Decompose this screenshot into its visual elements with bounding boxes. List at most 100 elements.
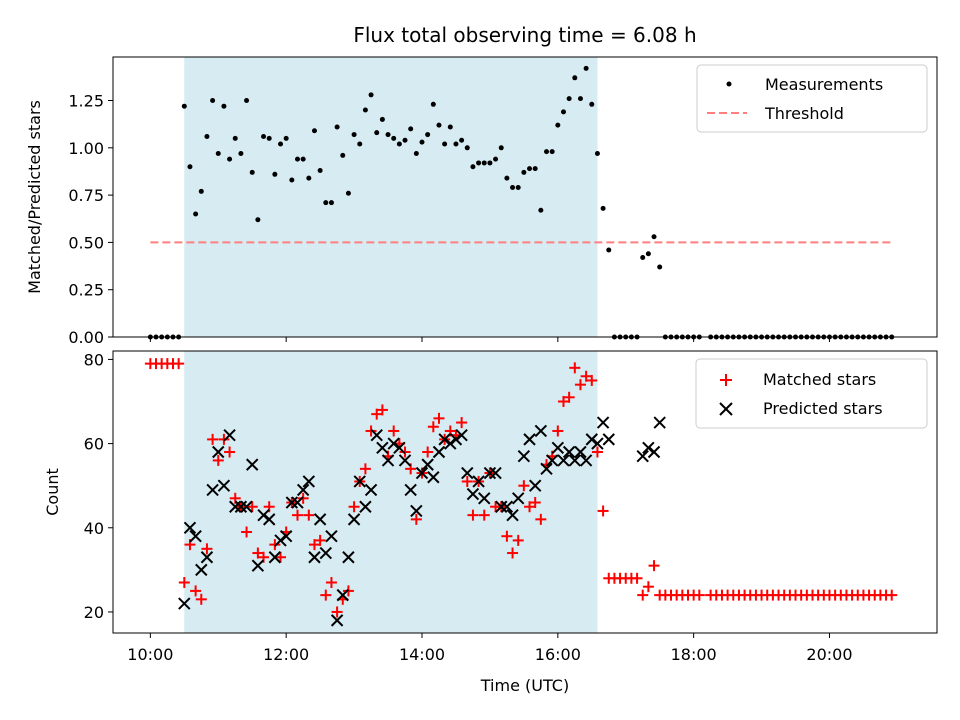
measurement-point [544,149,550,155]
measurement-point [594,150,600,156]
matched-star-point [348,501,360,513]
predicted-star-point [342,551,355,564]
x-stroke [381,454,395,467]
predicted-star-point [381,454,395,467]
x-stroke [410,504,423,518]
predicted-star-point [234,500,248,513]
predicted-star-point [274,534,287,547]
bottom-legend-box [695,358,928,429]
matched-star-point [410,513,422,525]
matched-star-point [478,509,490,521]
matched-star-point [314,534,326,546]
predicted-star-point [393,441,406,455]
x-stroke [568,454,582,467]
matched-star-point [427,421,439,433]
measurement-point [266,135,272,141]
measurement-point [227,156,233,162]
x-stroke [291,496,304,509]
x-stroke [387,437,400,450]
measurement-point [487,160,493,166]
x-tick-label: 18:00 [671,645,717,664]
matched-star-point [637,589,649,601]
measurement-point [425,132,431,138]
measurement-point [249,169,255,175]
measurement-point [283,135,289,141]
x-stroke [562,445,576,459]
legend-measurements-marker [726,81,732,87]
predicted-star-point [461,466,474,480]
matched-star-point [557,396,569,408]
y-tick-label: 0.50 [68,233,104,252]
x-stroke [427,471,440,484]
predicted-star-point [200,551,214,564]
x-tick-label: 10:00 [127,645,173,664]
x-stroke [528,479,542,492]
x-stroke [421,458,434,471]
measurement-point [651,234,657,240]
predicted-star-point [353,475,366,488]
x-stroke [438,433,451,446]
predicted-star-point [415,466,429,480]
matched-star-point [580,370,592,382]
x-stroke [653,416,666,429]
measurement-point [606,247,612,253]
predicted-star-point [262,513,276,526]
measurement-point [532,166,538,172]
matched-star-point [569,362,581,374]
measurement-point [515,185,521,191]
predicted-star-point [478,492,491,505]
matched-star-point [325,576,337,588]
matched-star-point [574,379,586,391]
x-stroke [279,529,293,543]
measurement-point [323,200,329,206]
x-stroke [189,529,202,543]
measurement-point [261,133,267,139]
matched-star-point [218,433,230,445]
predicted-star-point [540,462,553,476]
measurement-point [193,211,199,217]
top-panel: Flux total observing time = 6.08 h 0.000… [25,23,938,347]
x-tick-label: 12:00 [263,645,309,664]
measurement-point [379,116,385,122]
top-y-ticks: 0.00 0.25 0.50 0.75 1.00 1.25 [68,92,113,347]
matched-star-point [518,480,530,492]
predicted-star-point [579,454,593,467]
matched-star-point [376,404,388,416]
matched-star-point [456,417,468,429]
matched-star-point [433,412,445,424]
measurement-point [351,132,357,138]
x-stroke [545,454,559,467]
x-stroke [466,487,480,501]
y-tick-label: 0.25 [68,281,104,300]
x-stroke [296,483,310,497]
measurement-point [447,124,453,130]
predicted-star-point [517,450,531,463]
predicted-star-point [336,588,349,602]
y-tick-label: 1.00 [68,139,104,158]
x-stroke [551,441,565,455]
predicted-star-point [296,483,310,497]
x-stroke [398,454,412,467]
measurement-point [549,149,555,155]
predicted-star-point [279,529,293,543]
predicted-star-point [602,433,615,446]
predicted-star-point [319,546,332,560]
matched-star-point [252,547,264,559]
y-tick-label: 40 [84,519,104,538]
chart-title: Flux total observing time = 6.08 h [353,23,696,47]
predicted-star-point [223,428,236,442]
x-stroke [461,466,474,480]
predicted-star-point [206,483,219,497]
x-stroke [330,614,344,627]
predicted-star-point [183,521,197,534]
predicted-star-point [404,483,417,497]
top-measurements [147,65,895,340]
matched-star-point [320,589,332,601]
measurement-point [555,122,561,128]
measurement-point [345,190,351,196]
predicted-star-point [591,437,604,450]
x-stroke [200,551,214,564]
measurement-point [577,96,583,102]
predicted-star-point [364,483,378,497]
x-stroke [579,454,593,467]
